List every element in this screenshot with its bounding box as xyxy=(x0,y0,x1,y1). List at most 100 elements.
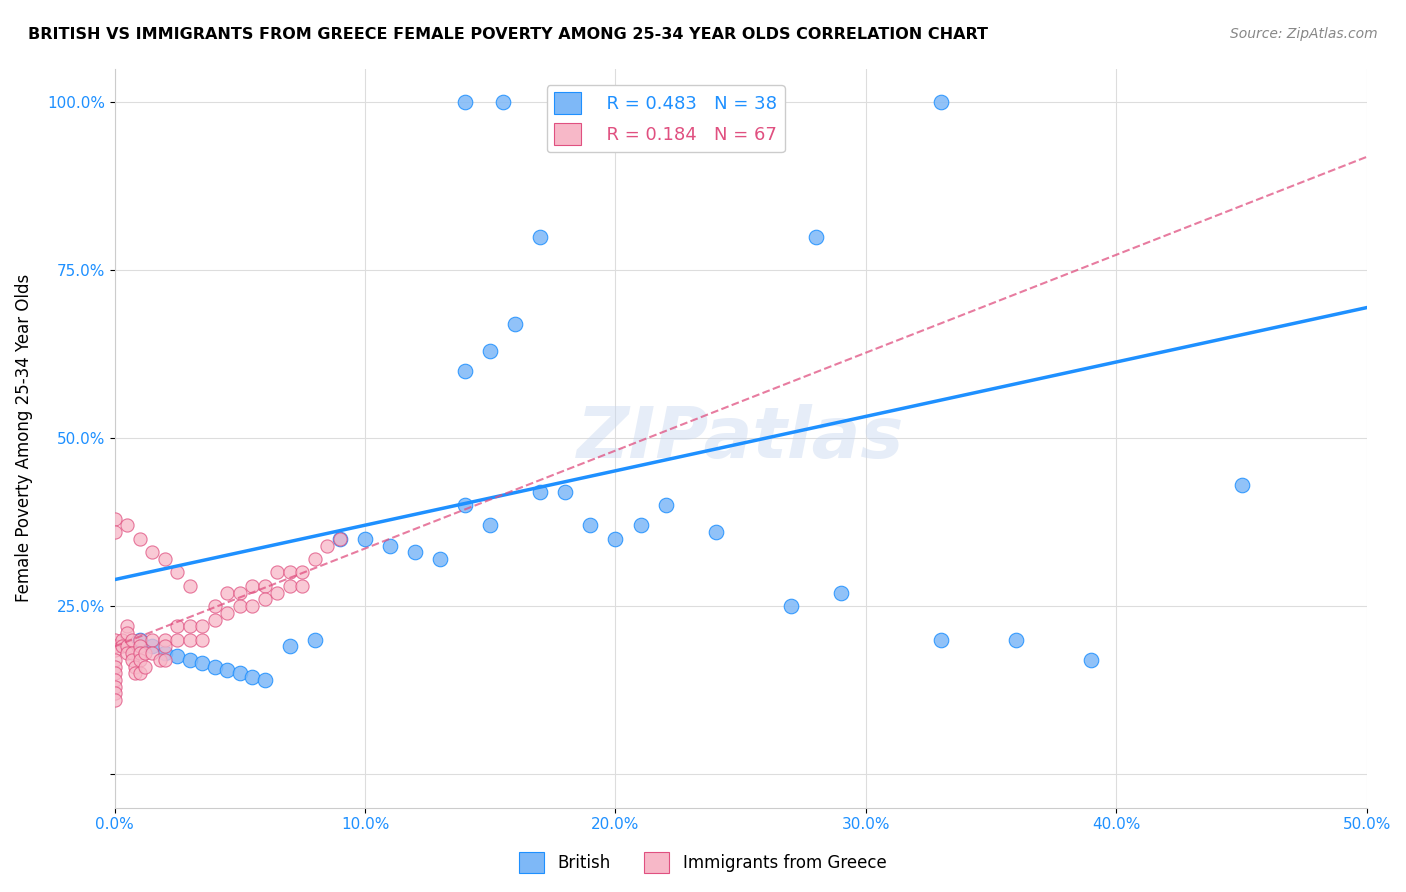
Point xyxy=(253,673,276,687)
Point xyxy=(1005,632,1028,647)
Point xyxy=(153,632,176,647)
Point xyxy=(1080,653,1102,667)
Point xyxy=(605,532,627,546)
Point xyxy=(592,95,614,109)
Point xyxy=(217,585,239,599)
Point xyxy=(929,95,952,109)
Point xyxy=(166,649,188,664)
Point xyxy=(104,632,127,647)
Point xyxy=(124,666,146,681)
Point xyxy=(115,640,138,654)
Point xyxy=(104,686,127,700)
Point xyxy=(529,484,551,499)
Point xyxy=(179,619,201,633)
Point xyxy=(617,95,640,109)
Point xyxy=(253,592,276,607)
Y-axis label: Female Poverty Among 25-34 Year Olds: Female Poverty Among 25-34 Year Olds xyxy=(15,274,32,602)
Point xyxy=(153,646,176,660)
Point xyxy=(121,632,143,647)
Point xyxy=(104,673,127,687)
Point xyxy=(479,343,502,358)
Point xyxy=(111,632,134,647)
Point xyxy=(115,626,138,640)
Point xyxy=(153,640,176,654)
Point xyxy=(166,632,188,647)
Point xyxy=(104,693,127,707)
Text: BRITISH VS IMMIGRANTS FROM GREECE FEMALE POVERTY AMONG 25-34 YEAR OLDS CORRELATI: BRITISH VS IMMIGRANTS FROM GREECE FEMALE… xyxy=(28,27,988,42)
Point xyxy=(104,642,127,657)
Point xyxy=(128,632,150,647)
Point xyxy=(217,663,239,677)
Point xyxy=(278,640,301,654)
Point xyxy=(1230,478,1253,492)
Point xyxy=(229,666,252,681)
Point xyxy=(779,599,801,613)
Point xyxy=(316,539,339,553)
Point xyxy=(454,95,477,109)
Point xyxy=(204,659,226,673)
Point xyxy=(141,646,163,660)
Point xyxy=(304,552,326,566)
Point xyxy=(554,484,576,499)
Point xyxy=(104,680,127,694)
Point xyxy=(179,632,201,647)
Point xyxy=(115,646,138,660)
Point xyxy=(121,653,143,667)
Point xyxy=(191,632,214,647)
Point xyxy=(229,585,252,599)
Point xyxy=(654,498,676,512)
Point xyxy=(354,532,377,546)
Point xyxy=(104,659,127,673)
Point xyxy=(134,646,156,660)
Point xyxy=(128,646,150,660)
Point xyxy=(266,585,288,599)
Point xyxy=(134,659,156,673)
Legend: British, Immigrants from Greece: British, Immigrants from Greece xyxy=(513,846,893,880)
Point xyxy=(704,525,727,540)
Point xyxy=(191,619,214,633)
Point xyxy=(929,632,952,647)
Point xyxy=(266,566,288,580)
Point xyxy=(329,532,352,546)
Point xyxy=(240,599,263,613)
Text: Source: ZipAtlas.com: Source: ZipAtlas.com xyxy=(1230,27,1378,41)
Point xyxy=(253,579,276,593)
Point xyxy=(492,95,515,109)
Point xyxy=(115,518,138,533)
Point xyxy=(204,613,226,627)
Point xyxy=(128,640,150,654)
Point xyxy=(149,653,172,667)
Point xyxy=(278,566,301,580)
Point xyxy=(104,525,127,540)
Point xyxy=(830,585,852,599)
Point xyxy=(179,653,201,667)
Point xyxy=(240,579,263,593)
Point xyxy=(104,512,127,526)
Point xyxy=(579,518,602,533)
Point xyxy=(505,317,527,331)
Legend:   R = 0.483   N = 38,   R = 0.184   N = 67: R = 0.483 N = 38, R = 0.184 N = 67 xyxy=(547,85,785,153)
Point xyxy=(141,632,163,647)
Point xyxy=(153,552,176,566)
Point xyxy=(240,670,263,684)
Point xyxy=(429,552,451,566)
Point xyxy=(115,619,138,633)
Point xyxy=(204,599,226,613)
Point xyxy=(529,229,551,244)
Point xyxy=(166,619,188,633)
Point xyxy=(128,666,150,681)
Point xyxy=(104,653,127,667)
Point xyxy=(278,579,301,593)
Point xyxy=(166,566,188,580)
Point xyxy=(291,579,314,593)
Point xyxy=(630,518,652,533)
Point xyxy=(124,659,146,673)
Point xyxy=(454,498,477,512)
Point xyxy=(304,632,326,647)
Point xyxy=(141,545,163,559)
Point xyxy=(128,632,150,647)
Point xyxy=(141,640,163,654)
Point xyxy=(217,606,239,620)
Point xyxy=(128,532,150,546)
Point xyxy=(479,518,502,533)
